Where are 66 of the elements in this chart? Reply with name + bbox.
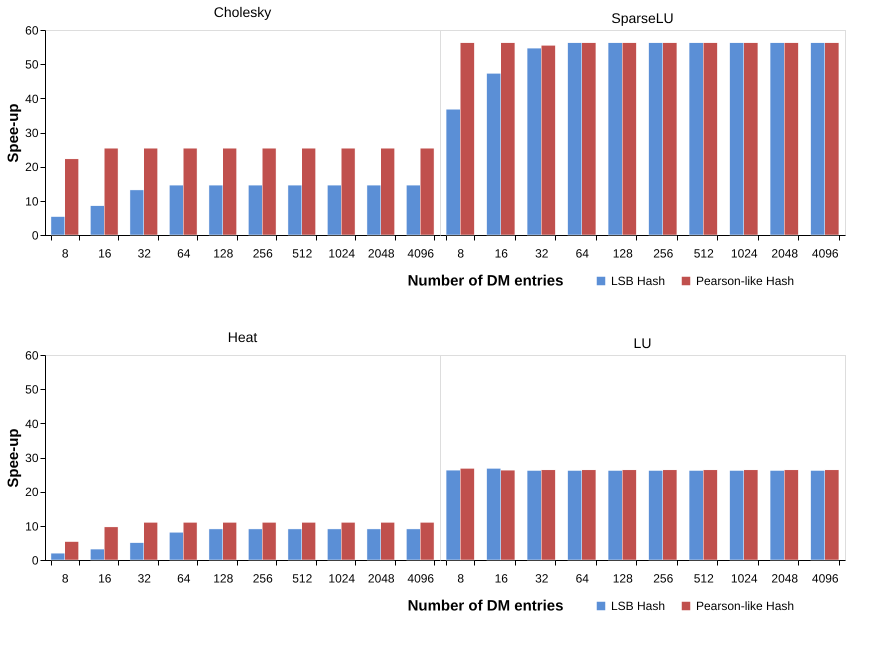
x-tick-label: 64: [576, 246, 590, 260]
x-tick-label: 256: [653, 572, 674, 586]
x-tick-label: 32: [535, 246, 549, 260]
x-tick-label: 1024: [730, 246, 758, 260]
legend-label: LSB Hash: [611, 599, 666, 613]
chart-title: Cholesky: [214, 4, 272, 20]
x-tick-label: 64: [177, 246, 191, 260]
x-tick-label: 2048: [368, 246, 395, 260]
x-tick-label: 512: [292, 246, 313, 260]
x-tick-label: 32: [138, 246, 152, 260]
y-tick-label: 40: [25, 92, 39, 106]
y-tick-label: 0: [32, 554, 39, 568]
x-tick-label: 128: [213, 246, 234, 260]
y-tick-label: 50: [25, 382, 39, 397]
x-tick-label: 16: [98, 246, 112, 260]
x-tick-label: 256: [252, 246, 274, 260]
y-axis-title: Spee-up: [5, 428, 22, 488]
x-tick-label: 64: [177, 572, 191, 586]
x-tick-label: 2048: [771, 572, 798, 586]
x-tick-label: 16: [494, 572, 508, 586]
x-tick-label: 4096: [812, 246, 839, 260]
x-tick-label: 4096: [812, 572, 839, 586]
x-tick-label: 512: [694, 246, 714, 260]
y-axis-title: Spee-up: [5, 103, 22, 163]
x-tick-label: 32: [535, 572, 549, 586]
x-tick-label: 8: [62, 572, 69, 586]
y-tick-label: 30: [25, 451, 39, 465]
chart-title: SparseLU: [611, 10, 674, 26]
legend-label: LSB Hash: [611, 274, 666, 288]
x-tick-label: 16: [98, 572, 112, 586]
chart-title: LU: [634, 335, 652, 351]
x-tick-label: 256: [653, 246, 674, 260]
legend-label: Pearson-like Hash: [696, 274, 794, 288]
legend-label: Pearson-like Hash: [696, 599, 794, 613]
x-tick-label: 2048: [368, 572, 395, 586]
x-tick-label: 4096: [407, 246, 434, 260]
y-tick-label: 0: [32, 228, 39, 242]
y-tick-label: 10: [25, 194, 39, 208]
x-tick-label: 8: [457, 246, 464, 260]
x-tick-label: 32: [138, 572, 152, 586]
x-tick-label: 256: [252, 572, 274, 586]
x-tick-label: 128: [612, 246, 634, 260]
x-tick-label: 1024: [328, 572, 356, 586]
y-tick-label: 40: [25, 416, 39, 431]
y-tick-label: 20: [25, 485, 39, 500]
y-tick-label: 10: [25, 519, 39, 534]
x-tick-label: 4096: [407, 572, 434, 586]
x-tick-label: 8: [457, 572, 464, 586]
y-tick-label: 30: [25, 126, 39, 140]
y-tick-label: 60: [25, 348, 39, 362]
x-tick-label: 512: [292, 572, 313, 586]
x-axis-title: Number of DM entries: [408, 598, 564, 614]
x-tick-label: 128: [612, 572, 634, 586]
x-tick-label: 1024: [730, 572, 758, 586]
x-axis-title: Number of DM entries: [408, 272, 564, 290]
y-tick-label: 50: [25, 58, 39, 72]
x-tick-label: 128: [213, 572, 234, 586]
x-tick-label: 512: [694, 572, 714, 586]
x-tick-label: 1024: [328, 246, 356, 260]
y-tick-label: 60: [25, 24, 39, 38]
x-tick-label: 2048: [771, 246, 798, 260]
x-tick-label: 16: [494, 246, 508, 260]
x-tick-label: 8: [62, 246, 69, 260]
y-tick-label: 20: [25, 160, 39, 174]
x-tick-label: 64: [576, 572, 590, 586]
chart-title: Heat: [228, 329, 258, 345]
